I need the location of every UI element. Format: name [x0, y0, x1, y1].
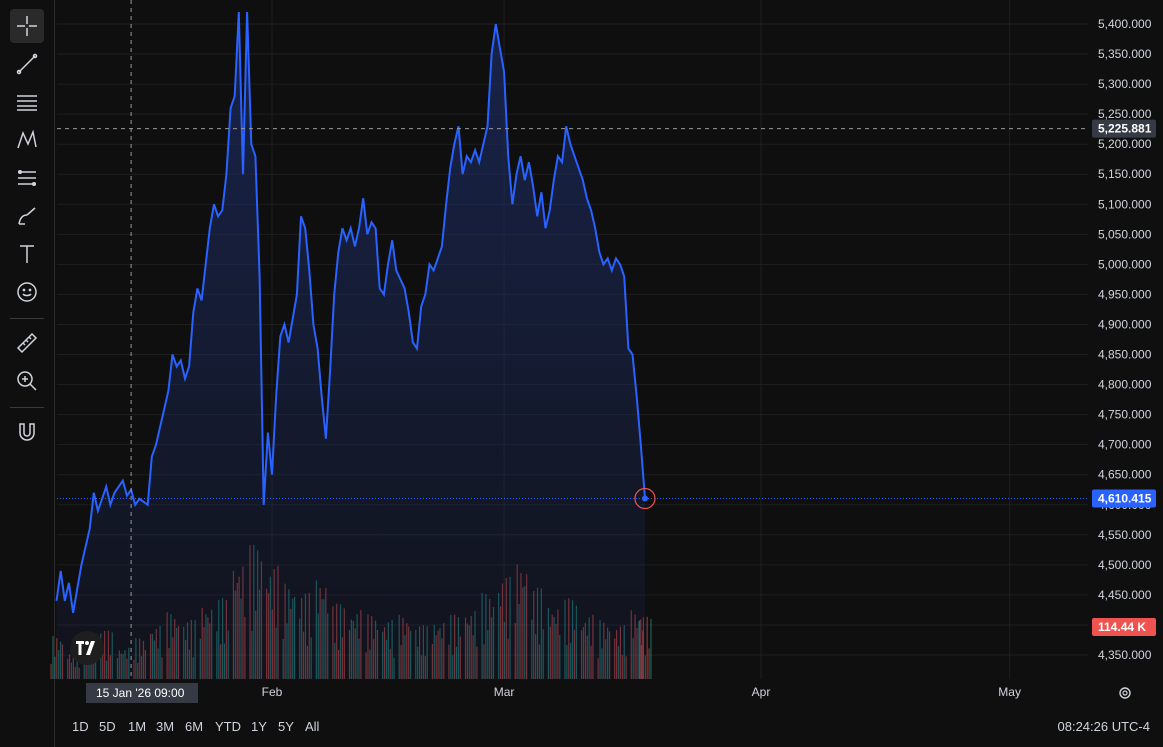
y-tick-label: 5,350.000 — [1098, 47, 1152, 61]
last-price-badge: 4,610.415 — [1098, 492, 1152, 506]
y-tick-label: 5,400.000 — [1098, 17, 1152, 31]
crosshair-time-badge — [86, 683, 198, 703]
crosshair-price-badge-bg — [1092, 119, 1156, 138]
y-tick-label: 5,200.000 — [1098, 137, 1152, 151]
price-axis[interactable]: 5,400.000 5,350.000 5,300.000 5,250.000 5,20… — [1098, 17, 1152, 662]
y-tick-label: 4,900.000 — [1098, 317, 1152, 331]
range-1d-button[interactable]: 1D — [72, 719, 89, 734]
toolbar-divider — [10, 318, 44, 319]
volume-bar — [54, 656, 56, 679]
y-tick-label: 4,450.000 — [1098, 588, 1152, 602]
crosshair-icon[interactable] — [10, 9, 44, 43]
x-tick-label: May — [998, 685, 1021, 699]
volume-bar — [50, 663, 52, 679]
y-tick-label: 5,150.000 — [1098, 167, 1152, 181]
price-area — [56, 12, 645, 679]
range-5y-button[interactable]: 5Y — [278, 719, 294, 734]
axis-badges: 5,225.881 4,610.415 114.44 K — [57, 119, 1156, 636]
volume-bar — [646, 616, 648, 679]
crosshair-time-label: 15 Jan '26 09:00 — [96, 686, 185, 700]
measure-lines-icon[interactable] — [10, 161, 44, 195]
y-tick-label: 4,750.000 — [1098, 408, 1152, 422]
time-axis[interactable]: Feb Mar Apr May 15 Jan '26 09:00 — [86, 683, 1021, 703]
volume-bar — [644, 655, 646, 679]
pattern-icon[interactable] — [10, 123, 44, 157]
last-point-ring — [634, 487, 656, 510]
y-tick-label: 4,350.000 — [1098, 648, 1152, 662]
x-tick-label: Apr — [752, 685, 771, 699]
ruler-icon[interactable] — [10, 326, 44, 360]
y-tick-label: 5,000.000 — [1098, 257, 1152, 271]
y-tick-label: 4,500.000 — [1098, 558, 1152, 572]
price-line — [55, 11, 646, 614]
volume-badge-bg — [1092, 618, 1156, 636]
emoji-icon[interactable] — [10, 275, 44, 309]
y-tick-label: 5,250.000 — [1098, 107, 1152, 121]
volume-bar — [648, 648, 650, 679]
last-point-dot — [641, 495, 648, 502]
trend-line-icon[interactable] — [10, 47, 44, 81]
text-icon[interactable] — [10, 237, 44, 271]
y-tick-label: 4,850.000 — [1098, 348, 1152, 362]
drawing-toolbar — [0, 0, 55, 747]
y-tick-label: 5,100.000 — [1098, 197, 1152, 211]
range-ytd-button[interactable]: YTD — [215, 719, 241, 734]
y-tick-label: 5,050.000 — [1098, 227, 1152, 241]
range-5d-button[interactable]: 5D — [99, 719, 116, 734]
y-tick-label: 5,300.000 — [1098, 77, 1152, 91]
volume-bar — [52, 636, 54, 679]
y-tick-label: 4,950.000 — [1098, 287, 1152, 301]
axis-settings-icon[interactable] — [1119, 687, 1131, 699]
crosshair-price-badge: 5,225.881 — [1098, 122, 1152, 136]
crosshair — [57, 0, 1088, 679]
x-tick-label: Feb — [262, 685, 283, 699]
clock-timezone[interactable]: 08:24:26 UTC-4 — [1057, 719, 1151, 734]
horizontal-lines-icon[interactable] — [10, 85, 44, 119]
tradingview-logo[interactable] — [70, 631, 104, 665]
last-price-badge-bg — [1092, 489, 1156, 508]
range-3m-button[interactable]: 3M — [156, 719, 175, 734]
y-tick-label: 4,650.000 — [1098, 468, 1152, 482]
brush-icon[interactable] — [10, 199, 44, 233]
range-all-button[interactable]: All — [305, 719, 320, 734]
x-tick-label: Mar — [494, 685, 515, 699]
volume-bar — [650, 618, 652, 679]
y-tick-label: 4,800.000 — [1098, 378, 1152, 392]
range-1y-button[interactable]: 1Y — [251, 719, 267, 734]
magnet-icon[interactable] — [10, 415, 44, 449]
range-1m-button[interactable]: 1M — [128, 719, 147, 734]
y-tick-label: 4,550.000 — [1098, 528, 1152, 542]
toolbar-divider — [10, 407, 44, 408]
volume-badge: 114.44 K — [1098, 620, 1146, 634]
range-bar: 1D 5D 1M 3M 6M YTD 1Y 5Y All 08:24:26 UT… — [56, 710, 1163, 747]
y-tick-label: 4,700.000 — [1098, 438, 1152, 452]
range-6m-button[interactable]: 6M — [185, 719, 204, 734]
zoom-in-icon[interactable] — [10, 364, 44, 398]
